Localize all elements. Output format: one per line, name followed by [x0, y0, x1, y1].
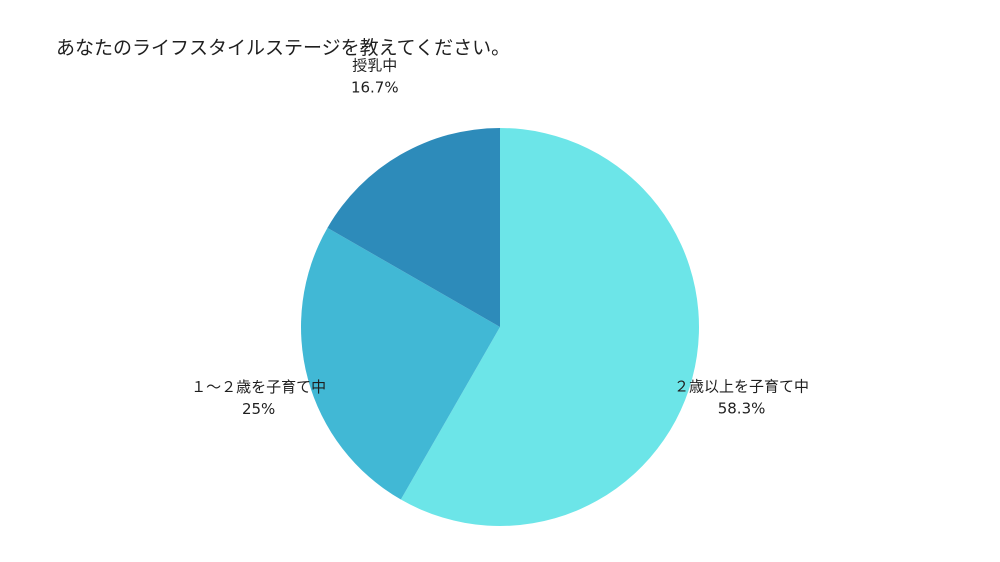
pie-slice — [400, 128, 699, 526]
slice-label: 授乳中 — [352, 57, 397, 75]
slice-label: １～２歳を子育て中 — [191, 378, 326, 396]
slice-value-label: 25% — [242, 400, 275, 418]
pie-slice — [300, 227, 500, 500]
pie-slice — [327, 128, 500, 327]
slice-value-label: 58.3% — [718, 399, 766, 417]
slice-label: ２歳以上を子育て中 — [674, 377, 809, 395]
pie-labels: ２歳以上を子育て中 58.3% １～２歳を子育て中 25% 授乳中 16.7% — [191, 57, 809, 419]
slice-value-label: 16.7% — [351, 79, 399, 97]
pie-slices — [300, 128, 699, 526]
chart-title: あなたのライフスタイルステージを教えてください。 — [56, 37, 511, 59]
